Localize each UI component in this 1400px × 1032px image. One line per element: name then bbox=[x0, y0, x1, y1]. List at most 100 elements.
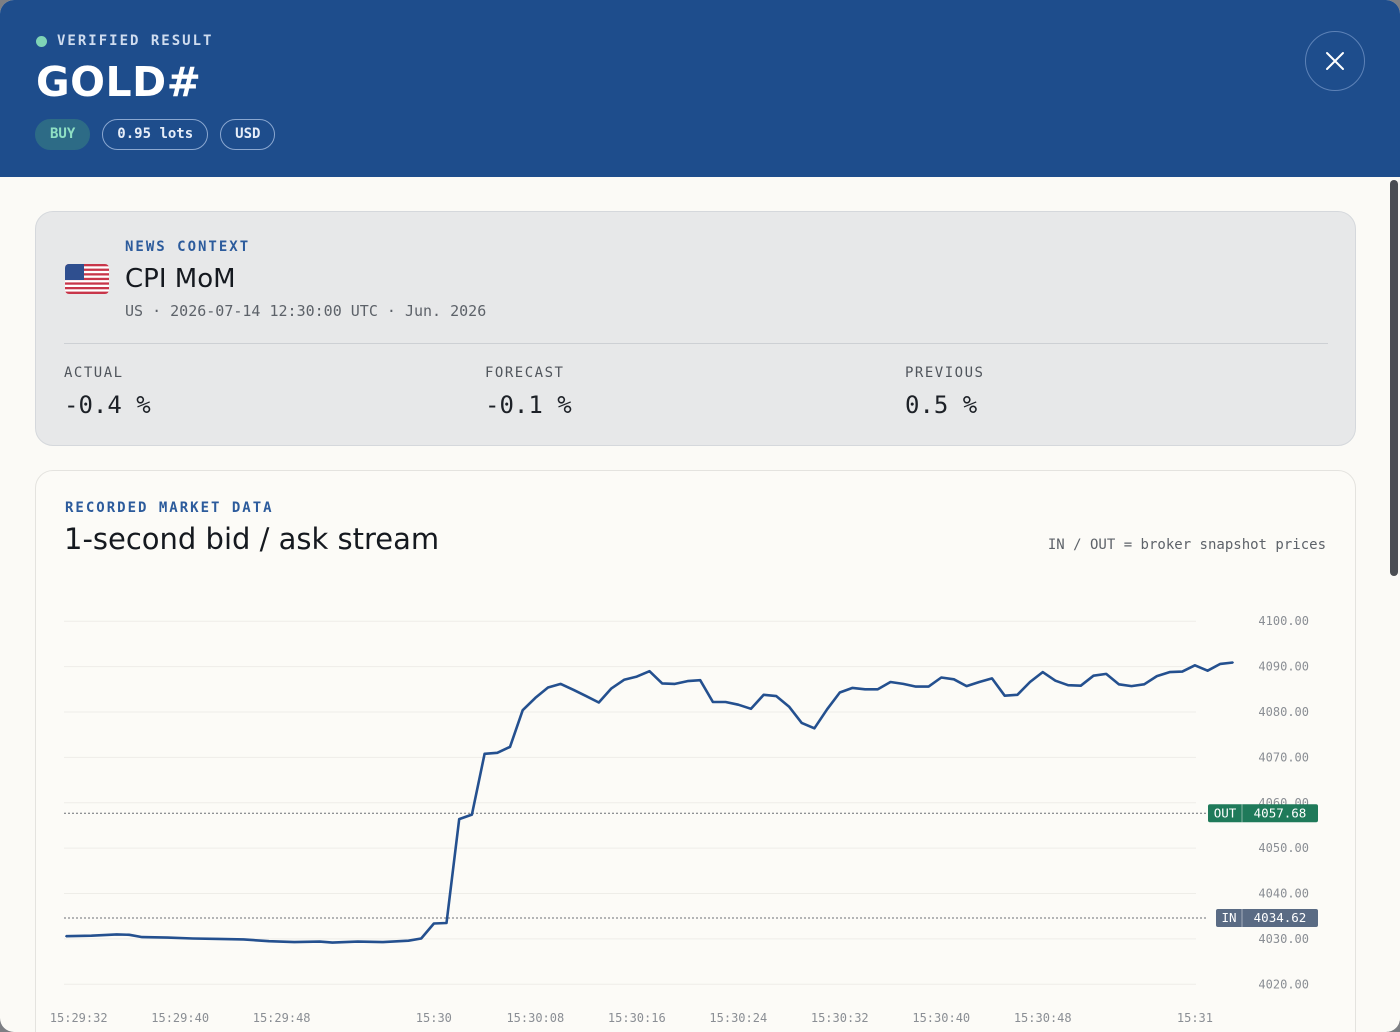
price-point bbox=[534, 697, 537, 699]
price-point bbox=[927, 685, 930, 688]
price-point bbox=[851, 687, 854, 689]
y-tick-label: 4070.00 bbox=[1258, 750, 1309, 764]
price-point bbox=[610, 687, 613, 690]
price-point bbox=[813, 727, 816, 730]
price-marker-tag bbox=[1208, 804, 1318, 823]
market-note: IN / OUT = broker snapshot prices bbox=[1047, 537, 1326, 553]
price-chart[interactable]: 4100.004090.004080.004070.004060.004050.… bbox=[36, 471, 1357, 1032]
price-point bbox=[699, 679, 702, 682]
price-point bbox=[712, 701, 714, 703]
price-point bbox=[597, 701, 600, 704]
price-marker-value: 4034.62 bbox=[1254, 910, 1307, 925]
price-point bbox=[635, 675, 638, 678]
scrollbar-thumb[interactable] bbox=[1390, 180, 1398, 576]
price-point bbox=[509, 746, 511, 748]
price-marker-label: OUT bbox=[1214, 805, 1237, 820]
price-marker-tag bbox=[1216, 908, 1318, 927]
trade-chips: BUY 0.95 lots USD bbox=[35, 119, 276, 150]
x-tick-label: 15:30:32 bbox=[811, 1011, 869, 1025]
price-point bbox=[115, 933, 118, 936]
price-point bbox=[1232, 661, 1234, 664]
price-point bbox=[547, 686, 549, 689]
price-point bbox=[737, 703, 740, 706]
price-point bbox=[407, 939, 410, 942]
forecast-value: -0.1 % bbox=[485, 391, 572, 419]
price-point bbox=[876, 688, 879, 691]
price-point bbox=[1041, 671, 1044, 673]
price-point bbox=[953, 678, 955, 681]
price-point bbox=[572, 688, 575, 691]
x-tick-label: 15:29:40 bbox=[151, 1011, 209, 1025]
actual-label: ACTUAL bbox=[64, 365, 124, 381]
previous-label: PREVIOUS bbox=[905, 365, 985, 381]
price-point bbox=[331, 941, 334, 944]
price-point bbox=[1054, 679, 1057, 682]
price-point bbox=[838, 691, 841, 694]
price-point bbox=[1079, 684, 1082, 687]
x-tick-label: 15:31 bbox=[1177, 1011, 1213, 1025]
verified-kicker-text: VERIFIED RESULT bbox=[57, 33, 214, 49]
x-tick-label: 15:30:24 bbox=[709, 1011, 767, 1025]
price-point bbox=[445, 922, 448, 924]
x-tick-label: 15:29:48 bbox=[253, 1011, 311, 1025]
price-point bbox=[889, 681, 892, 683]
close-button[interactable] bbox=[1305, 31, 1365, 91]
price-point bbox=[1016, 693, 1019, 696]
forecast-stat: FORECAST -0.1 % bbox=[485, 365, 572, 419]
market-title: 1-second bid / ask stream bbox=[64, 522, 440, 556]
price-point bbox=[864, 688, 866, 691]
price-point bbox=[1067, 684, 1069, 687]
price-point bbox=[1219, 663, 1222, 665]
currency-chip: USD bbox=[220, 119, 276, 150]
x-tick-label: 15:30:40 bbox=[912, 1011, 970, 1025]
price-point bbox=[902, 683, 905, 685]
price-point bbox=[217, 938, 220, 940]
news-divider bbox=[64, 343, 1328, 344]
price-point bbox=[648, 670, 651, 673]
price-point bbox=[1117, 683, 1120, 686]
side-chip: BUY bbox=[35, 119, 91, 150]
x-tick-label: 15:30:16 bbox=[608, 1011, 666, 1025]
price-point bbox=[1029, 681, 1031, 683]
price-point bbox=[356, 940, 359, 943]
y-tick-label: 4040.00 bbox=[1258, 887, 1309, 901]
market-kicker: RECORDED MARKET DATA bbox=[65, 500, 274, 516]
price-point bbox=[141, 936, 143, 938]
price-point bbox=[661, 682, 664, 685]
price-point bbox=[991, 677, 993, 680]
previous-value: 0.5 % bbox=[905, 391, 978, 419]
price-point bbox=[762, 693, 765, 696]
y-tick-label: 4080.00 bbox=[1258, 705, 1309, 719]
price-point bbox=[420, 937, 423, 940]
price-point bbox=[483, 752, 486, 755]
price-point bbox=[521, 709, 524, 712]
x-tick-label: 15:30:48 bbox=[1014, 1011, 1072, 1025]
price-point bbox=[1156, 675, 1158, 677]
forecast-label: FORECAST bbox=[485, 365, 565, 381]
price-point bbox=[1168, 671, 1171, 673]
y-tick-label: 4050.00 bbox=[1258, 841, 1309, 855]
us-flag-icon bbox=[65, 264, 109, 294]
verified-kicker: VERIFIED RESULT bbox=[36, 33, 213, 49]
actual-stat: ACTUAL -0.4 % bbox=[64, 365, 151, 419]
actual-value: -0.4 % bbox=[64, 391, 151, 419]
price-point bbox=[1194, 664, 1196, 667]
price-point bbox=[318, 940, 321, 943]
price-point bbox=[242, 938, 245, 941]
x-tick-label: 15:29:32 bbox=[50, 1011, 108, 1025]
price-point bbox=[1003, 694, 1006, 697]
price-point bbox=[128, 933, 131, 936]
status-dot-icon bbox=[36, 35, 47, 47]
price-point bbox=[686, 680, 689, 682]
price-point bbox=[965, 685, 968, 687]
price-point bbox=[623, 678, 625, 681]
lots-chip: 0.95 lots bbox=[102, 119, 209, 150]
price-point bbox=[585, 695, 587, 697]
price-point bbox=[293, 941, 296, 943]
price-point bbox=[559, 683, 562, 685]
price-point bbox=[166, 936, 169, 939]
price-point bbox=[433, 922, 435, 925]
x-tick-label: 15:30 bbox=[416, 1011, 452, 1025]
symbol-title: GOLD# bbox=[36, 58, 202, 106]
price-point bbox=[65, 935, 67, 938]
